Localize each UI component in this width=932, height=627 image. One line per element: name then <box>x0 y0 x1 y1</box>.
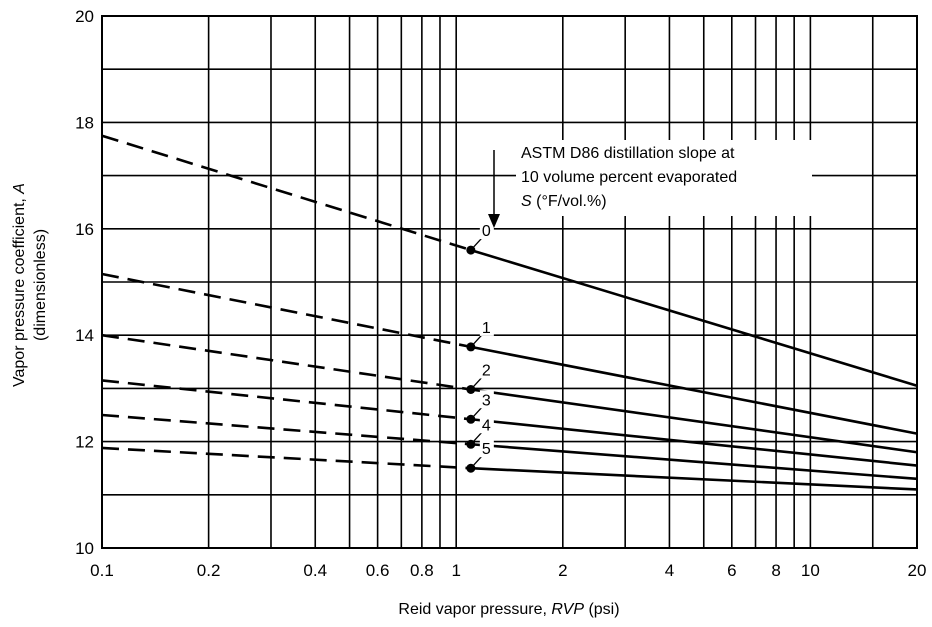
x-tick-label: 1 <box>451 561 460 580</box>
annotation-var-S: S <box>521 193 532 210</box>
series-5-solid-line <box>470 466 918 491</box>
y-axis-title-line-2: (dimensionless) <box>32 229 49 341</box>
series-4-solid-line <box>470 442 918 481</box>
series-1-label: 1 <box>482 320 491 337</box>
x-tick-labels: 0.1 0.2 0.4 0.6 0.8 1 2 4 6 8 10 20 <box>90 561 926 580</box>
x-tick-label: 0.1 <box>90 561 114 580</box>
series-4-dashed-line <box>101 413 471 446</box>
y-tick-labels: 10 12 14 16 18 20 <box>75 7 94 558</box>
series-1-label-bg <box>479 317 494 336</box>
series-5-label-bg <box>479 439 494 458</box>
series-lines <box>101 134 918 491</box>
plot-frame <box>101 15 918 549</box>
y-tick-label: 12 <box>75 433 94 452</box>
series-2-leader <box>470 377 483 390</box>
x-tick-label: 0.8 <box>410 561 434 580</box>
y-tick-label: 18 <box>75 113 94 132</box>
x-tick-label: 0.6 <box>366 561 390 580</box>
y-tick-label: 14 <box>75 326 94 345</box>
series-3-solid-line <box>470 417 918 467</box>
y-axis-title-var: A <box>11 183 28 195</box>
x-tick-label: 0.4 <box>303 561 327 580</box>
series-4-leader <box>470 431 483 445</box>
series-3-label-bg <box>479 390 494 409</box>
annotation-line-1: ASTM D86 distillation slope at <box>521 145 735 162</box>
y-tick-label: 20 <box>75 7 94 26</box>
series-0-label-bg <box>479 221 494 240</box>
x-axis-title-prefix: Reid vapor pressure, <box>398 601 551 618</box>
x-tick-label: 6 <box>727 561 736 580</box>
series-2-label-bg <box>479 360 494 379</box>
x-axis-title: Reid vapor pressure, RVP (psi) <box>398 601 619 618</box>
x-tick-label: 4 <box>665 561 674 580</box>
series-5-leader <box>470 455 483 469</box>
x-tick-label: 20 <box>908 561 927 580</box>
series-0-solid-line <box>470 248 918 387</box>
x-tick-label: 8 <box>771 561 780 580</box>
x-axis-title-suffix: (psi) <box>584 601 620 618</box>
series-1-dashed-line <box>101 272 472 349</box>
y-tick-label: 10 <box>75 539 94 558</box>
series-0-dashed-line <box>101 134 472 252</box>
series-1-solid-line <box>470 345 918 435</box>
x-tick-label: 2 <box>558 561 567 580</box>
annotation-line-3: S (°F/vol.%) <box>521 193 607 210</box>
series-1-leader <box>470 334 483 348</box>
y-axis-title-line-1: Vapor pressure coefficient, A <box>11 183 28 387</box>
series-4-label: 4 <box>482 417 491 434</box>
series-3-label: 3 <box>482 392 491 409</box>
series-5-dashed-line <box>101 446 471 470</box>
y-tick-label: 16 <box>75 220 94 239</box>
series-0-label: 0 <box>482 223 491 240</box>
annotation-background <box>516 140 812 216</box>
series-2-label: 2 <box>482 362 491 379</box>
series-2-solid-line <box>470 388 918 454</box>
y-axis-title-prefix: Vapor pressure coefficient, <box>11 194 28 387</box>
series-5-label: 5 <box>482 441 491 458</box>
series-0-leader <box>470 237 483 251</box>
series-markers: 0 1 2 3 4 5 <box>466 221 494 473</box>
annotation-arrow-head <box>488 214 500 228</box>
annotation-line-2: 10 volume percent evaporated <box>521 169 737 186</box>
series-4-label-bg <box>479 415 494 434</box>
series-3-dashed-line <box>101 379 471 421</box>
series-2-dashed-line <box>101 333 472 391</box>
series-3-leader <box>470 406 483 420</box>
x-tick-label: 0.2 <box>197 561 221 580</box>
x-tick-label: 10 <box>801 561 820 580</box>
annotation-units: (°F/vol.%) <box>532 193 607 210</box>
x-axis-title-var: RVP <box>551 601 584 618</box>
